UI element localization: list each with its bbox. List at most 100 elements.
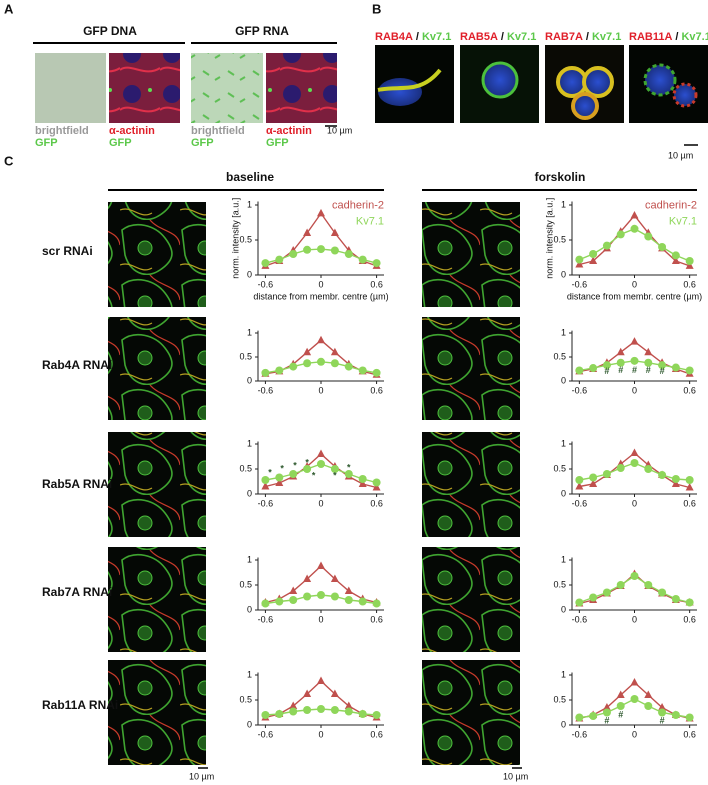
micrograph <box>422 202 520 307</box>
caption: GFP <box>266 137 289 149</box>
x-tick-label: 0.6 <box>683 279 696 289</box>
annotation: * <box>312 470 316 480</box>
y-tick-label: 0 <box>247 488 252 498</box>
series-line <box>579 452 690 489</box>
marker <box>358 475 367 483</box>
marker <box>330 465 339 473</box>
marker <box>303 574 312 582</box>
marker <box>330 347 339 356</box>
y-axis-label: norm. intensity [a.u.] <box>230 198 240 279</box>
marker <box>372 368 381 377</box>
x-tick-label: 0 <box>632 729 637 739</box>
caption: α-actinin <box>266 125 312 137</box>
marker <box>685 598 694 607</box>
x-tick-label: -0.6 <box>572 279 588 289</box>
marker <box>575 476 584 484</box>
image-title: RAB7A / Kv7.1 <box>545 31 621 43</box>
marker <box>658 703 667 711</box>
scale-label: 10 µm <box>668 150 693 160</box>
nucleus <box>571 92 599 120</box>
column-header: GFP RNA <box>235 24 289 38</box>
y-tick-label: 0.5 <box>239 694 252 704</box>
y-tick-label: 0 <box>247 375 252 385</box>
marker <box>644 347 653 356</box>
caption: brightfield <box>191 125 245 137</box>
marker <box>630 356 639 365</box>
legend-entry: Kv7.1 <box>669 215 697 227</box>
micrograph <box>108 432 206 537</box>
micrograph <box>266 53 337 123</box>
title-part: / <box>501 31 504 43</box>
legend-entry: cadherin-2 <box>332 199 384 211</box>
panel-label: C <box>4 153 14 168</box>
marker <box>289 470 298 478</box>
marker <box>289 701 298 709</box>
marker <box>602 241 611 250</box>
marker <box>330 689 339 697</box>
marker <box>317 449 325 457</box>
caption: α-actinin <box>109 125 155 137</box>
y-tick-label: 1 <box>247 554 252 564</box>
x-tick-label: 0.6 <box>370 498 383 508</box>
marker <box>261 476 270 484</box>
title-part: RAB5A <box>460 31 498 43</box>
marker <box>589 479 598 487</box>
column-header: GFP DNA <box>83 24 137 38</box>
marker <box>589 473 598 482</box>
marker <box>644 465 653 473</box>
marker <box>685 476 694 484</box>
image-title: RAB11A / Kv7.1 <box>629 31 708 43</box>
micrograph <box>422 660 520 765</box>
micrograph <box>108 317 206 420</box>
marker <box>644 232 653 241</box>
marker <box>685 261 694 269</box>
marker <box>330 706 339 714</box>
x-tick-label: 0 <box>632 614 637 624</box>
marker <box>344 707 353 716</box>
marker <box>344 586 353 594</box>
y-tick-label: 1 <box>247 669 252 679</box>
marker <box>317 561 325 569</box>
marker <box>671 479 680 487</box>
marker <box>358 366 367 375</box>
y-tick-label: 0.5 <box>239 234 252 244</box>
marker <box>303 245 312 254</box>
annotation: # <box>660 715 665 725</box>
marker <box>289 707 298 716</box>
marker <box>303 592 312 601</box>
annotation: # <box>618 365 623 375</box>
marker <box>303 689 312 697</box>
marker <box>616 702 625 710</box>
titles: RAB4A / Kv7.1 RAB5A / Kv7.1 RAB7A / Kv7.1 RAB11A /… <box>375 31 708 43</box>
x-tick-label: -0.6 <box>258 729 274 739</box>
caption: GFP <box>109 137 132 149</box>
marker <box>644 702 653 710</box>
micrograph <box>191 53 263 123</box>
x-tick-label: -0.6 <box>258 614 274 624</box>
marker <box>658 708 667 717</box>
marker <box>358 255 367 264</box>
nucleus <box>643 63 677 97</box>
y-tick-label: 1 <box>561 327 566 337</box>
y-tick-label: 0 <box>247 269 252 279</box>
marker <box>685 257 694 265</box>
marker <box>630 448 639 456</box>
title-part: Kv7.1 <box>422 31 451 43</box>
stain <box>377 68 442 92</box>
marker <box>575 598 584 607</box>
marker <box>644 358 653 367</box>
title-part: Kv7.1 <box>681 31 708 43</box>
x-tick-label: 0.6 <box>683 614 696 624</box>
title-part: / <box>675 31 678 43</box>
marker <box>317 335 325 344</box>
title-part: / <box>586 31 589 43</box>
marker <box>317 705 325 713</box>
marker <box>344 701 353 709</box>
marker <box>658 243 667 251</box>
marker <box>575 366 584 375</box>
y-tick-label: 1 <box>561 669 566 679</box>
marker <box>317 357 325 366</box>
y-tick-label: 0.5 <box>553 694 566 704</box>
marker <box>616 690 625 698</box>
annotation: # <box>618 709 623 719</box>
